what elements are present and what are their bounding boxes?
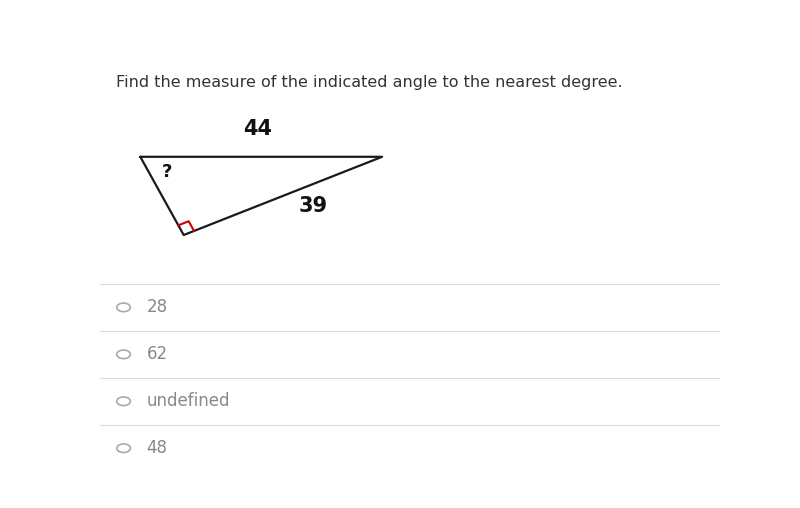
Text: ?: ? [162,164,172,181]
Text: 39: 39 [298,196,327,216]
Text: Find the measure of the indicated angle to the nearest degree.: Find the measure of the indicated angle … [115,75,622,89]
Text: 44: 44 [244,119,273,139]
Text: 48: 48 [146,439,167,457]
Text: 62: 62 [146,345,168,363]
Text: 28: 28 [146,298,168,316]
Text: undefined: undefined [146,392,230,410]
